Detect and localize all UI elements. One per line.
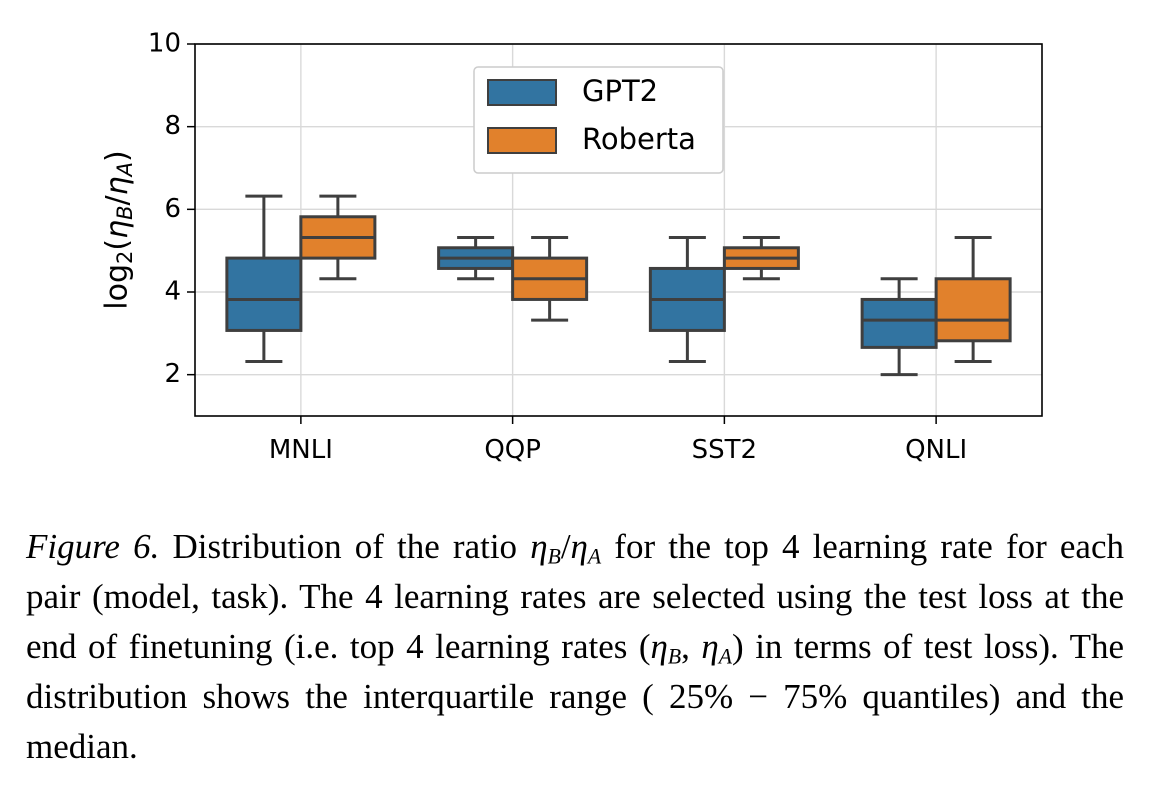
caption-pair-sub-b: B: [667, 644, 682, 669]
caption-pair-open: (: [638, 627, 651, 666]
box-roberta-qqp: [511, 235, 589, 322]
caption-text-1: Distribution of the ratio: [172, 527, 518, 566]
figure-caption: Figure 6. Distribution of the ratio ηB/η…: [26, 522, 1124, 772]
caption-ratio-sub-b: B: [547, 544, 561, 569]
caption-label: Figure 6.: [26, 527, 160, 566]
caption-math-pair: (ηB, ηA): [638, 627, 744, 669]
caption-pair-eta-b: η: [650, 627, 668, 666]
caption-math-ratio: ηB/ηA: [530, 527, 602, 569]
y-tick-label: 2: [164, 359, 181, 389]
legend: GPT2 Roberta: [473, 66, 724, 174]
legend-label-gpt2: GPT2: [582, 74, 658, 108]
iqr-box: [860, 297, 938, 349]
box-plot-chart: 2 4 6 8 10 MNLI QQP SST2 QNLI log2(ηB/ηA) GPT2 R…: [100, 29, 1043, 465]
caption-math-range: 25% − 75%: [668, 677, 848, 716]
caption-ratio-eta-b: η: [530, 527, 548, 566]
iqr-box: [934, 277, 1012, 343]
box-gpt2-sst2: [648, 235, 726, 363]
y-tick-label: 4: [164, 277, 181, 307]
caption-text-2: for the top 4 learning rate for each pai…: [26, 527, 1124, 666]
x-tick-label: QQP: [484, 435, 541, 465]
legend-swatch-gpt2: [487, 79, 557, 106]
box-plot-marks: [225, 194, 1012, 377]
box-gpt2-mnli: [225, 194, 303, 363]
y-axis-label: log2(ηB/ηA): [100, 150, 138, 309]
box-gpt2-qqp: [437, 235, 515, 281]
caption-ratio-eta-a: η: [570, 527, 588, 566]
y-tick-label: 10: [148, 29, 181, 59]
legend-label-roberta: Roberta: [582, 122, 696, 156]
x-tick-label: QNLI: [905, 435, 967, 465]
y-tick-label: 8: [164, 111, 181, 141]
x-tick-label: SST2: [692, 435, 757, 465]
caption-pair-eta-a: η: [701, 627, 719, 666]
box-roberta-qnli: [934, 235, 1012, 363]
y-tick-label: 6: [164, 194, 181, 224]
caption-ratio-slash: /: [560, 527, 571, 566]
caption-ratio-sub-a: A: [587, 544, 602, 569]
caption-text-3: in terms of test loss). The distribution…: [26, 627, 1125, 716]
box-roberta-mnli: [299, 194, 377, 281]
plot-frame: [194, 43, 1043, 417]
box-gpt2-qnli: [860, 277, 938, 377]
iqr-box: [225, 256, 303, 332]
caption-pair-close: ): [732, 627, 744, 666]
caption-pair-comma: ,: [681, 627, 702, 666]
legend-swatch-roberta: [487, 127, 557, 154]
x-tick-label: MNLI: [269, 435, 333, 465]
caption-pair-sub-a: A: [718, 644, 733, 669]
box-roberta-sst2: [722, 235, 800, 281]
caption-text-4: quantiles) and the median.: [26, 677, 1124, 766]
x-axis: MNLI QQP SST2 QNLI: [269, 416, 967, 465]
y-axis: 2 4 6 8 10: [148, 29, 195, 389]
